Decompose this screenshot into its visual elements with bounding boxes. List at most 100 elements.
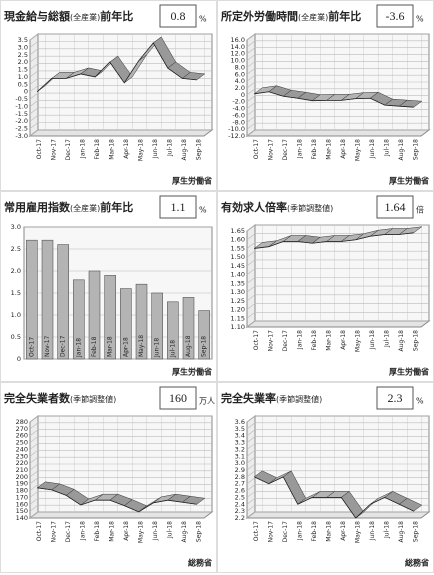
y-tick-label: 3.5 — [18, 36, 28, 44]
unit: % — [199, 206, 207, 215]
y-tick-label: 240 — [16, 445, 28, 453]
x-tick-label: Dec-17 — [65, 139, 72, 161]
grid-line — [246, 277, 429, 284]
grid-line — [29, 41, 212, 48]
grid-line — [246, 463, 429, 471]
y-tick-label: -6.0 — [232, 111, 245, 119]
x-tick-label: Dec-17 — [282, 330, 289, 352]
y-tick-label: 0.5 — [18, 80, 28, 88]
grid-line — [246, 61, 429, 68]
source: 厚生労働省 — [172, 367, 212, 377]
x-tick-label: Jun-18 — [154, 338, 161, 358]
y-tick-label: -12.0 — [228, 132, 245, 140]
y-tick-label: 14.0 — [231, 43, 245, 51]
x-tick-label: Jun-18 — [369, 330, 376, 350]
y-tick-label: 1.0 — [11, 311, 21, 319]
panel: 有効求人倍率(季節調整値) 1.64 倍厚生労働省1.651.601.551.501… — [217, 191, 434, 382]
grid-line — [246, 449, 429, 457]
latest-value: 1.64 — [385, 200, 406, 214]
unit: 万人 — [199, 397, 215, 406]
latest-value: 2.3 — [388, 391, 403, 405]
title-main: 常用雇用指数 — [4, 200, 71, 214]
x-tick-label: Sep-18 — [201, 336, 208, 357]
line — [254, 476, 414, 519]
grid-line — [29, 497, 212, 505]
latest-box — [376, 386, 414, 410]
x-tick-label: Feb-18 — [94, 139, 101, 160]
y-tick-label: -10.0 — [228, 125, 245, 133]
y-tick-label: -2.5 — [15, 125, 28, 133]
unit: % — [199, 15, 207, 24]
y-tick-label: 140 — [16, 514, 28, 522]
y-tick-label: 2.6 — [235, 487, 245, 495]
grid-line — [246, 47, 429, 54]
panel: 常用雇用指数(全産業)前年比 1.1 % 厚生労働省 3.0 2.5 2.0 1.5 1.0 0.… — [0, 191, 217, 382]
y-tick-label: 3.6 — [235, 418, 245, 426]
grid-line — [29, 456, 212, 464]
grid-line — [29, 114, 212, 122]
y-tick-label: 3.5 — [235, 425, 245, 433]
x-tick-label: Jan-18 — [79, 139, 86, 159]
grid-line — [29, 477, 212, 484]
title-note: (季節調整値) — [276, 394, 322, 404]
title-note: (全産業) — [298, 12, 328, 22]
grid-line — [246, 303, 429, 310]
y-tick-label: 1.0 — [18, 73, 28, 81]
side-wall — [246, 224, 256, 328]
title-note: (全産業) — [70, 203, 100, 213]
y-tick-label: -0.5 — [15, 95, 28, 103]
x-tick-label: Jun-18 — [152, 139, 159, 159]
y-tick-label: 2.0 — [11, 267, 21, 275]
x-tick-label: Apr-18 — [340, 330, 347, 350]
y-tick-label: -1.5 — [15, 110, 28, 118]
title-suffix: 前年比 — [100, 9, 133, 23]
x-tick-label: Feb-18 — [311, 139, 318, 160]
grid-line — [246, 268, 429, 275]
grid-line — [246, 40, 429, 48]
x-tick-label: Apr-18 — [123, 139, 130, 159]
y-tick-label: 8.0 — [235, 63, 245, 71]
latest-box — [376, 4, 414, 28]
x-tick-label: Mar-18 — [107, 336, 114, 357]
grid-line — [246, 109, 429, 116]
y-tick-label: 2.2 — [235, 514, 245, 522]
y-tick-label: 260 — [16, 432, 28, 440]
source: 総務省 — [405, 558, 429, 568]
y-tick-label: -3.0 — [15, 132, 28, 140]
source: 厚生労働省 — [389, 367, 429, 377]
grid-line — [246, 33, 429, 41]
x-tick-label: Jan-18 — [296, 330, 303, 350]
panel-title: 完全失業者数(季節調整値) — [4, 391, 116, 405]
x-tick-label: Dec-17 — [65, 521, 72, 543]
y-tick-label: 230 — [16, 452, 28, 460]
panel: 所定外労働時間(全産業)前年比 -3.6 % 厚生労働省 16.014.012.010.… — [217, 0, 434, 191]
y-tick-label: 2.9 — [235, 466, 245, 474]
grid-line — [246, 456, 429, 464]
x-tick-label: Oct-17 — [253, 521, 260, 541]
panel-title: 有効求人倍率(季節調整値) — [221, 200, 333, 214]
x-tick-label: Apr-18 — [123, 521, 130, 541]
x-tick-label: Jan-18 — [79, 521, 86, 541]
x-tick-label: Oct-17 — [36, 521, 43, 541]
y-tick-label: 1.5 — [18, 66, 28, 74]
x-tick-label: Jul-18 — [383, 521, 390, 539]
panel-frame — [0, 382, 217, 573]
latest-box — [159, 4, 197, 28]
x-tick-label: Mar-18 — [325, 139, 332, 160]
line — [254, 91, 414, 108]
x-tick-label: Jan-18 — [296, 139, 303, 159]
grid-line — [29, 491, 212, 498]
grid-line — [246, 294, 429, 302]
x-tick-label: Oct-17 — [36, 139, 43, 159]
x-tick-label: Nov-17 — [50, 139, 57, 161]
grid-line — [246, 443, 429, 450]
y-tick-label: -2.0 — [232, 98, 245, 106]
x-tick-label: Feb-18 — [311, 521, 318, 542]
grid-line — [29, 129, 212, 137]
grid-line — [29, 511, 212, 519]
grid-line — [246, 470, 429, 478]
x-tick-label: May-18 — [354, 139, 361, 161]
x-tick-label: Aug-18 — [181, 139, 188, 161]
title-main: 完全失業率 — [221, 391, 276, 405]
